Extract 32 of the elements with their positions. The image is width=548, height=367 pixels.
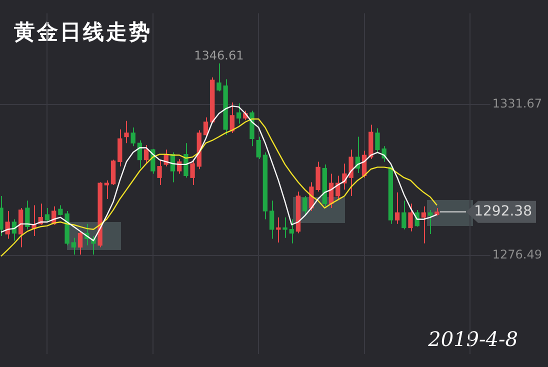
candlestick <box>71 237 76 256</box>
candlestick <box>289 218 294 244</box>
candlestick <box>118 128 122 167</box>
candlestick <box>203 116 208 138</box>
candlestick <box>375 128 380 153</box>
candlestick <box>44 208 50 222</box>
candlestick <box>282 216 288 238</box>
ref-line-label: 1292.38 <box>474 204 532 220</box>
candlestick <box>25 200 30 230</box>
candlestick <box>184 142 188 178</box>
candlestick <box>130 126 136 147</box>
candlestick <box>421 206 426 244</box>
candlestick <box>302 195 308 216</box>
candlestick <box>144 144 149 164</box>
candlestick <box>157 159 162 186</box>
candlestick <box>236 102 242 124</box>
candlestick <box>230 102 234 134</box>
candlestick <box>190 159 195 186</box>
annotation: 2019-4-8 <box>428 327 518 351</box>
candlestick <box>408 203 413 232</box>
annotation: 1346.61 <box>194 48 244 62</box>
y-tick-label: 1276.49 <box>492 248 542 262</box>
candlestick <box>104 180 109 200</box>
candlestick <box>124 120 129 144</box>
candlestick <box>110 159 116 186</box>
candlestick <box>78 230 83 256</box>
y-tick-label: 1331.67 <box>492 96 542 110</box>
candlestick <box>269 200 274 240</box>
candlestick <box>256 136 261 160</box>
candlestick <box>394 192 400 224</box>
candlestick <box>402 200 406 230</box>
candlestick <box>428 209 433 235</box>
